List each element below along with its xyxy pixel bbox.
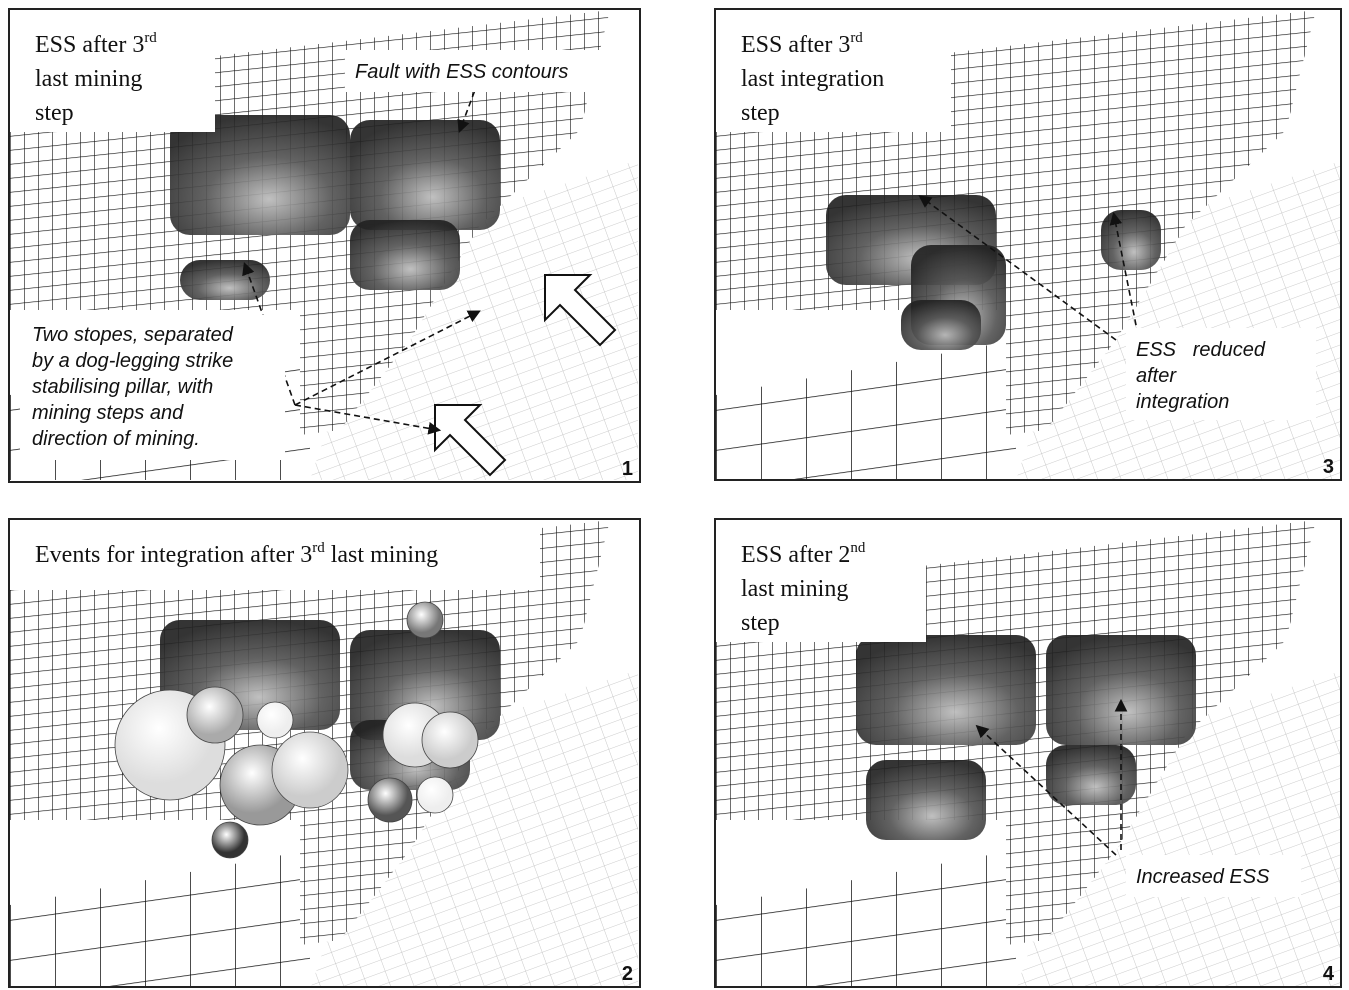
- dashed-arrow: [1109, 211, 1139, 336]
- event-sphere: [406, 601, 444, 639]
- ess-contour: [170, 115, 350, 235]
- panel: Events for integration after 3rd last mi…: [8, 518, 641, 988]
- mining-direction-arrow: [544, 274, 617, 347]
- annotation: after: [1136, 365, 1177, 387]
- panel-title: ESS after 2nd: [741, 540, 866, 568]
- annotation: mining steps and: [32, 402, 184, 424]
- title-text: last mining: [741, 576, 848, 602]
- title-superscript: rd: [850, 30, 863, 46]
- annotation-box: [20, 315, 285, 460]
- ess-contour: [350, 630, 500, 740]
- ess-contour: [1101, 210, 1161, 270]
- ess-contour: [1046, 745, 1136, 805]
- panel-image: ESS after 3rd last integration step ESS red…: [716, 10, 1340, 479]
- event-sphere: [256, 701, 294, 739]
- panel: ESS after 3rd last mining step Fault with E…: [8, 8, 641, 483]
- annotation-box: [345, 50, 620, 92]
- annotation: by a dog-legging strike: [32, 350, 233, 372]
- panel-title: last mining: [741, 576, 848, 602]
- lower-mesh: [716, 340, 1016, 479]
- lower-mesh: [716, 850, 1016, 986]
- event-sphere: [416, 776, 454, 814]
- panel-image: ESS after 2nd last mining step Increased ES…: [716, 520, 1340, 986]
- dashed-arrow: [294, 310, 481, 406]
- panel-title: Events for integration after 3rd last mi…: [35, 540, 438, 568]
- title-superscript: rd: [312, 540, 325, 556]
- panel-title: last mining: [35, 66, 142, 92]
- title-text: ESS after 3: [741, 32, 850, 58]
- dashed-arrow: [975, 724, 1117, 856]
- panel-number: 2: [622, 963, 633, 985]
- title-box: [10, 520, 540, 590]
- event-sphere: [211, 821, 249, 859]
- title-text: step: [35, 100, 74, 126]
- event-sphere: [367, 777, 413, 823]
- title-box: [716, 520, 926, 642]
- ess-contour: [1046, 635, 1196, 745]
- panel-image: ESS after 3rd last mining step Fault with E…: [10, 10, 638, 480]
- title-text: step: [741, 610, 780, 636]
- panel: ESS after 2nd last mining step Increased ES…: [714, 518, 1342, 988]
- panel-number: 3: [1323, 456, 1334, 478]
- annotation: integration: [1136, 391, 1229, 413]
- panel-title: step: [741, 100, 780, 126]
- ess-contour: [180, 260, 270, 300]
- title-box: [716, 10, 951, 132]
- lower-mesh: [10, 850, 310, 986]
- title-text: last mining: [35, 66, 142, 92]
- panel-title: step: [741, 610, 780, 636]
- annotation: Fault with ESS contours: [355, 61, 568, 83]
- panel-number: 4: [1323, 963, 1335, 985]
- title-superscript: nd: [850, 540, 866, 556]
- mining-direction-arrow: [434, 404, 507, 477]
- wireframe: [311, 670, 638, 986]
- ess-contour: [901, 300, 981, 350]
- annotation: stabilising pillar, with: [32, 376, 213, 398]
- panel-number: 1: [622, 458, 633, 480]
- panel-title: ESS after 3rd: [741, 30, 863, 58]
- title-text: step: [741, 100, 780, 126]
- annotation-box: [1126, 328, 1316, 420]
- title-superscript: rd: [144, 30, 157, 46]
- ess-contour: [350, 220, 460, 290]
- title-text: Events for integration after 3: [35, 542, 312, 568]
- dashed-arrow: [294, 404, 442, 435]
- event-sphere: [186, 686, 244, 744]
- annotation-box: [1126, 855, 1301, 897]
- event-sphere: [421, 711, 479, 769]
- title-text: last mining: [325, 542, 438, 568]
- panel-title: last integration: [741, 66, 884, 92]
- dashed-arrow: [457, 81, 479, 133]
- event-sphere: [271, 731, 349, 809]
- annotation: Two stopes, separated: [32, 324, 234, 346]
- panel-title: ESS after 3rd: [35, 30, 157, 58]
- title-box: [10, 10, 215, 132]
- annotation: ESS reduced: [1136, 339, 1266, 361]
- ess-contour: [350, 120, 500, 230]
- panel: ESS after 3rd last integration step ESS red…: [714, 8, 1342, 481]
- annotation: direction of mining.: [32, 428, 200, 450]
- title-text: last integration: [741, 66, 884, 92]
- title-text: ESS after 2: [741, 542, 850, 568]
- panel-image: Events for integration after 3rd last mi…: [10, 520, 638, 986]
- panel-title: step: [35, 100, 74, 126]
- title-text: ESS after 3: [35, 32, 144, 58]
- ess-contour: [866, 760, 986, 840]
- dashed-arrow: [918, 195, 1117, 341]
- ess-contour: [856, 635, 1036, 745]
- annotation: Increased ESS: [1136, 866, 1270, 888]
